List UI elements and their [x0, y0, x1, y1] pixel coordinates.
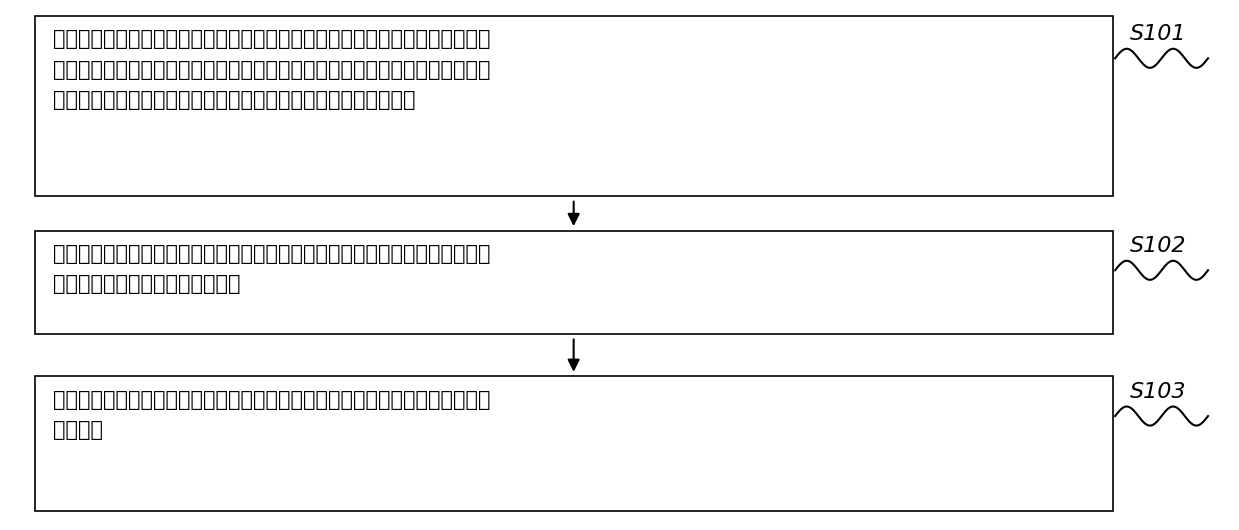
- Text: S102: S102: [1130, 236, 1187, 256]
- Bar: [35, 376, 1113, 511]
- Text: 将物体级分类网络和局部级分类网络的输出进行融合，得到输入人体舌象图像的
分类结果: 将物体级分类网络和局部级分类网络的输出进行融合，得到输入人体舌象图像的 分类结果: [53, 390, 491, 440]
- Text: S103: S103: [1130, 382, 1187, 402]
- Bar: [35, 16, 1113, 196]
- Text: 通过带类别标签、标注框、局部区域空间位置和描述的训练集样本完成注意力网
络模型的训练，将带有类别标签、标注框、局部区域空间位置和描述的人体舌象
图像输入训练好的: 通过带类别标签、标注框、局部区域空间位置和描述的训练集样本完成注意力网 络模型的…: [53, 29, 491, 110]
- Bar: [35, 231, 1113, 334]
- Text: 根据注意力分布图完成显著性区域的定位，根据不同层次的显著性区域分别训练
物体级分类网络和局部级分类网络: 根据注意力分布图完成显著性区域的定位，根据不同层次的显著性区域分别训练 物体级分…: [53, 244, 491, 294]
- Text: S101: S101: [1130, 24, 1187, 44]
